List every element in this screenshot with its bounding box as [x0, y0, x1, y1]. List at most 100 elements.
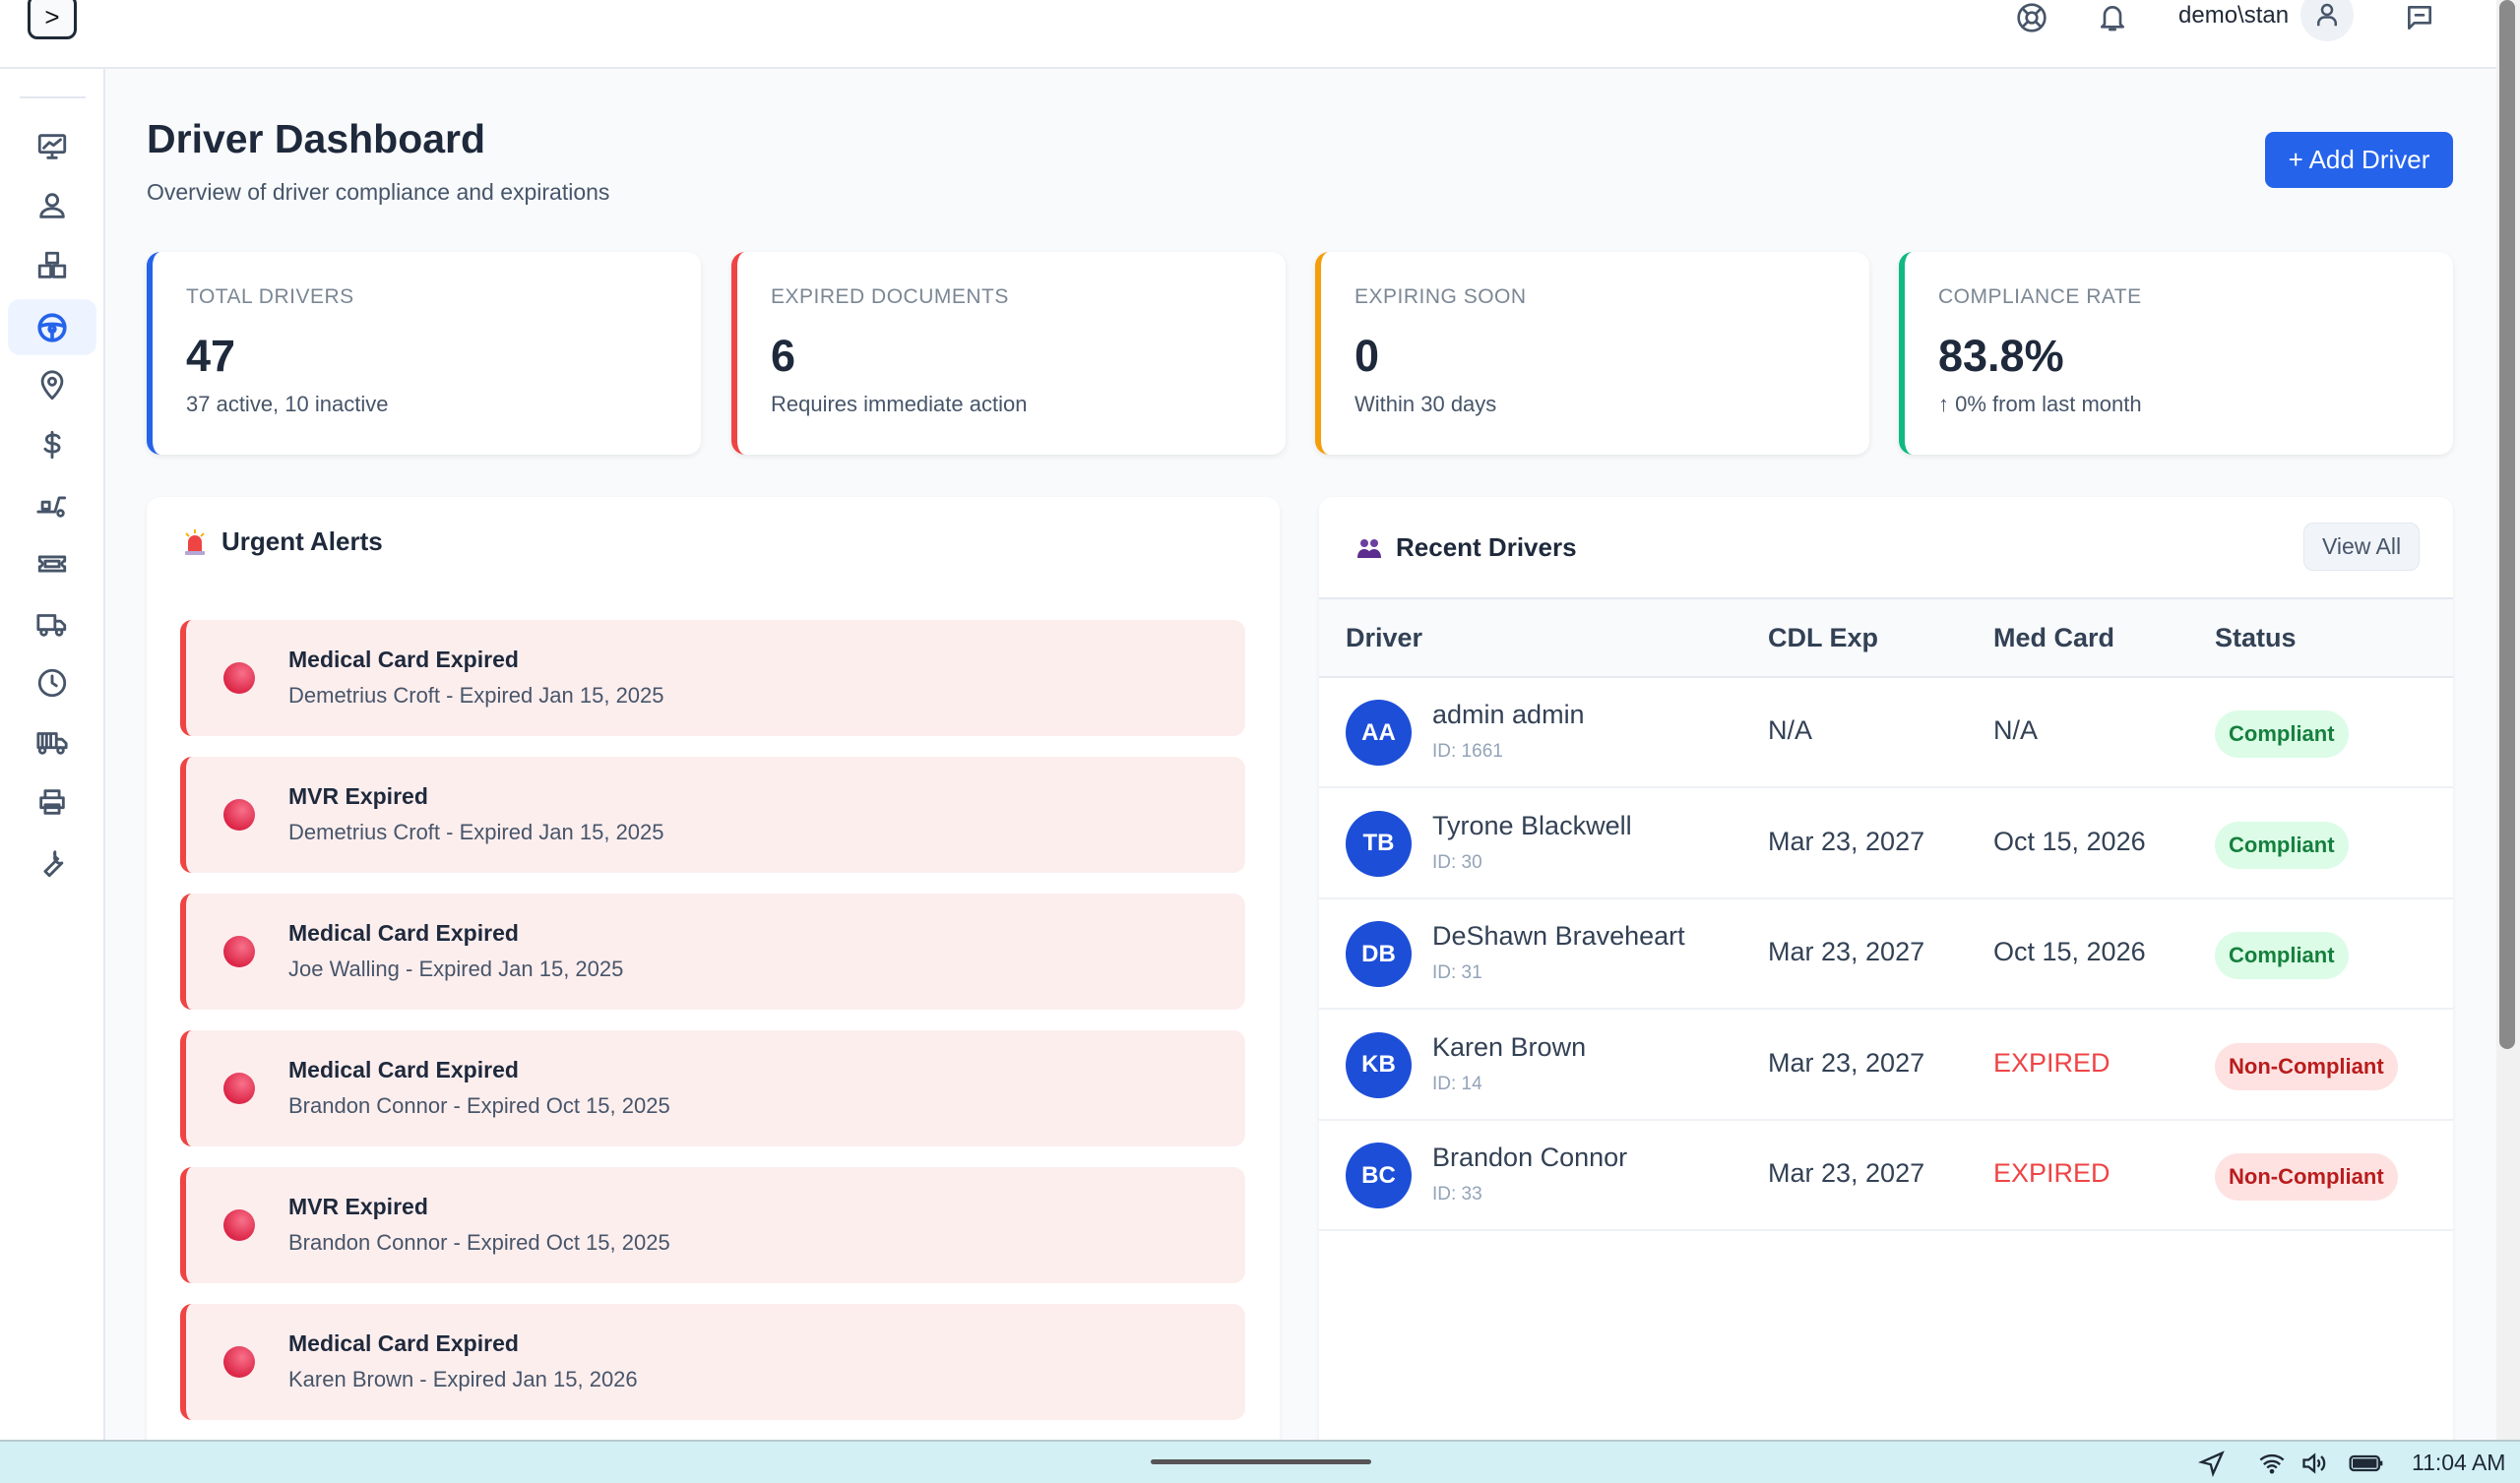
panel-title-text: Urgent Alerts: [221, 526, 383, 556]
stat-value: 6: [771, 331, 796, 381]
sidebar-item-inventory[interactable]: [8, 237, 96, 293]
alert-title: MVR Expired: [288, 783, 428, 809]
alert-dot-icon: [223, 799, 255, 831]
dollar-icon: [43, 430, 61, 459]
page-scrollbar[interactable]: [2496, 0, 2520, 1440]
alert-item[interactable]: Medical Card Expired Joe Walling - Expire…: [180, 894, 1245, 1010]
alert-detail: Joe Walling - Expired Jan 15, 2025: [288, 957, 624, 981]
stat-label: Total Drivers: [186, 285, 354, 308]
bell-icon[interactable]: [2093, 0, 2132, 35]
stat-value: 47: [186, 331, 236, 381]
wrench-icon: [43, 849, 64, 877]
alert-item[interactable]: Medical Card Expired Brandon Connor - Exp…: [180, 1030, 1245, 1146]
driver-name[interactable]: DeShawn Braveheart: [1432, 921, 1685, 951]
stat-label: Expired Documents: [771, 285, 1009, 308]
alert-title: MVR Expired: [288, 1194, 428, 1219]
stat-card-expiring-soon: Expiring Soon 0 Within 30 days: [1315, 252, 1869, 455]
scrollbar-thumb[interactable]: [2499, 0, 2515, 1049]
alert-dot-icon: [223, 662, 255, 694]
top-bar: demo\stan: [0, 0, 2496, 69]
urgent-alerts-title: Urgent Alerts: [182, 526, 383, 557]
sidebar-item-locations[interactable]: [8, 357, 96, 413]
sidebar: [0, 69, 105, 1440]
table-row[interactable]: TB Tyrone Blackwell ID: 30 Mar 23, 2027 Oct …: [1319, 789, 2453, 899]
table-row[interactable]: DB DeShawn Braveheart ID: 31 Mar 23, 2027 Oc…: [1319, 899, 2453, 1010]
alert-dot-icon: [223, 1073, 255, 1104]
map-pin-icon: [40, 369, 64, 400]
table-row[interactable]: KB Karen Brown ID: 14 Mar 23, 2027 EXPIRED No…: [1319, 1011, 2453, 1121]
view-all-button[interactable]: View All: [2303, 523, 2420, 571]
clock[interactable]: 11:04 AM: [2412, 1450, 2506, 1475]
sidebar-item-drivers[interactable]: [8, 299, 96, 355]
med-card-cell: Oct 15, 2026: [1993, 826, 2146, 856]
driver-avatar: TB: [1346, 810, 1412, 877]
column-header-status[interactable]: Status: [2215, 623, 2297, 652]
table-row[interactable]: AA admin admin ID: 1661 N/A N/A Compliant: [1319, 678, 2453, 788]
sidebar-item-tickets[interactable]: [8, 535, 96, 591]
alert-item[interactable]: MVR Expired Brandon Connor - Expired Oct …: [180, 1167, 1245, 1283]
alert-item[interactable]: MVR Expired Demetrius Croft - Expired Jan…: [180, 757, 1245, 873]
recent-drivers-title: Recent Drivers: [1356, 532, 1577, 563]
sidebar-item-maintenance[interactable]: [8, 834, 96, 891]
help-icon[interactable]: [2012, 0, 2051, 35]
cargo-truck-icon: [36, 731, 68, 755]
urgent-alerts-panel: Urgent Alerts Medical Card Expired Demetr…: [147, 497, 1280, 1471]
cdl-exp-cell: Mar 23, 2027: [1768, 937, 1925, 966]
alert-detail: Demetrius Croft - Expired Jan 15, 2025: [288, 683, 664, 708]
driver-name[interactable]: Brandon Connor: [1432, 1143, 1628, 1172]
alert-item[interactable]: Medical Card Expired Karen Brown - Expire…: [180, 1304, 1245, 1420]
stat-value: 0: [1354, 331, 1380, 381]
user-avatar[interactable]: [2300, 0, 2354, 41]
battery-icon[interactable]: [2347, 1450, 2386, 1477]
driver-avatar: DB: [1346, 921, 1412, 987]
sidebar-item-trucks[interactable]: [8, 595, 96, 651]
sidebar-divider: [20, 96, 86, 98]
sidebar-item-dashboard[interactable]: [8, 118, 96, 174]
printer-icon: [39, 788, 65, 815]
volume-icon[interactable]: [2300, 1450, 2329, 1477]
sidebar-item-billing[interactable]: [8, 416, 96, 472]
stat-sub: Within 30 days: [1354, 392, 1497, 416]
column-header-driver[interactable]: Driver: [1346, 623, 1423, 652]
driver-name[interactable]: Karen Brown: [1432, 1031, 1587, 1062]
alert-title: Medical Card Expired: [288, 920, 519, 946]
driver-id: ID: 14: [1432, 1073, 1482, 1094]
stat-label: Expiring Soon: [1354, 285, 1527, 308]
status-badge: Compliant: [2215, 821, 2349, 869]
alert-dot-icon: [223, 936, 255, 967]
wifi-icon[interactable]: [2257, 1450, 2287, 1477]
chat-icon[interactable]: [2400, 0, 2439, 35]
home-indicator[interactable]: [1151, 1459, 1371, 1464]
stat-label: Compliance Rate: [1938, 285, 2142, 308]
recent-drivers-panel: Recent Drivers View All Driver CDL Exp M…: [1319, 497, 2453, 1471]
add-driver-button[interactable]: + Add Driver: [2265, 132, 2453, 188]
alert-item[interactable]: Medical Card Expired Demetrius Croft - Ex…: [180, 620, 1245, 736]
user-icon: [39, 192, 65, 218]
column-header-med-card[interactable]: Med Card: [1993, 623, 2115, 652]
username[interactable]: demo\stan: [2178, 2, 2290, 29]
column-header-cdl-exp[interactable]: CDL Exp: [1768, 623, 1879, 652]
table-row[interactable]: BC Brandon Connor ID: 33 Mar 23, 2027 EXPIRE…: [1319, 1121, 2453, 1231]
sidebar-item-print[interactable]: [8, 773, 96, 830]
location-arrow-icon[interactable]: [2197, 1450, 2227, 1477]
cdl-exp-cell: Mar 23, 2027: [1768, 1158, 1925, 1188]
sidebar-item-dispatch[interactable]: [8, 476, 96, 532]
stat-value: 83.8%: [1938, 331, 2064, 381]
med-card-cell: EXPIRED: [1993, 1047, 2110, 1078]
driver-avatar: KB: [1346, 1031, 1412, 1098]
monitor-chart-icon: [37, 133, 67, 159]
alert-title: Medical Card Expired: [288, 1057, 519, 1082]
sidebar-item-history[interactable]: [8, 654, 96, 711]
driver-name[interactable]: admin admin: [1432, 700, 1585, 729]
alert-dot-icon: [223, 1346, 255, 1378]
sidebar-item-fleet[interactable]: [8, 713, 96, 770]
alert-detail: Demetrius Croft - Expired Jan 15, 2025: [288, 820, 664, 844]
alert-detail: Brandon Connor - Expired Oct 15, 2025: [288, 1093, 670, 1118]
taskbar: 11:04 AM: [0, 1440, 2520, 1483]
alert-detail: Karen Brown - Expired Jan 15, 2026: [288, 1367, 638, 1391]
driver-avatar: AA: [1346, 700, 1412, 766]
driver-name[interactable]: Tyrone Blackwell: [1432, 810, 1632, 840]
clock-icon: [37, 668, 67, 697]
sidebar-toggle-button[interactable]: >: [28, 0, 77, 39]
sidebar-item-users[interactable]: [8, 177, 96, 233]
